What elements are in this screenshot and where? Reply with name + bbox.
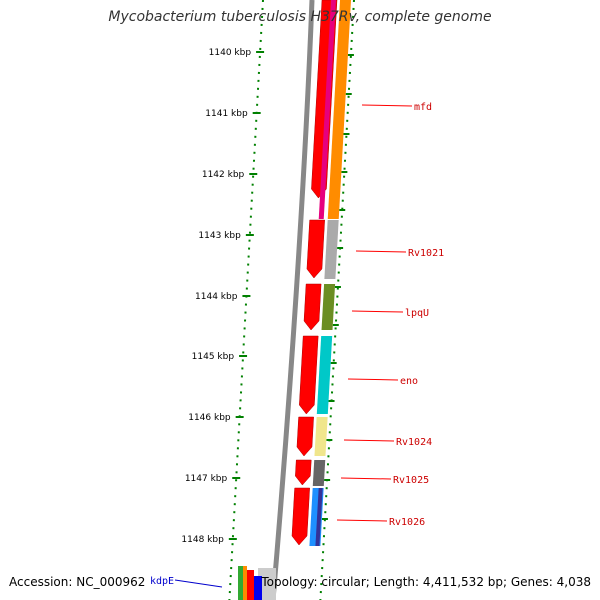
gene-category-band [318, 0, 336, 219]
gene-arrow [299, 335, 319, 415]
bottom-gene-arrow [247, 570, 254, 600]
gene-label: Rv1021 [408, 248, 444, 259]
gene-label-line [343, 439, 395, 442]
bottom-gene-arrow [254, 576, 262, 600]
gene-category-band [312, 460, 326, 486]
gene-label: mfd [414, 102, 432, 113]
gene-label: Rv1024 [396, 437, 432, 448]
gene-label-line [347, 378, 399, 381]
gene-arrow [296, 416, 314, 457]
gene-category-band [315, 488, 323, 546]
ruler-tick-label: 1142 kbp [202, 170, 245, 180]
ruler-tick-label: 1146 kbp [188, 413, 231, 423]
bottom-gene-band [243, 566, 247, 600]
gene-arrow [303, 283, 322, 331]
gene-label-line [361, 104, 413, 107]
gene-label: Rv1025 [393, 475, 429, 486]
gene-label: lpqU [405, 308, 429, 319]
gene-category-band [324, 220, 339, 279]
bottom-gene-band [238, 566, 243, 600]
kdpE-label: kdpE [150, 576, 174, 587]
gene-arrow [295, 459, 312, 486]
gene-label: eno [400, 376, 418, 387]
gene-label: Rv1026 [389, 517, 425, 528]
ruler-tick-label: 1141 kbp [205, 109, 248, 119]
genome-summary: Topology: circular; Length: 4,411,532 bp… [261, 575, 591, 589]
map-title: Mycobacterium tuberculosis H37Rv, comple… [108, 9, 492, 25]
ruler-tick-label: 1144 kbp [195, 292, 238, 302]
gene-label-line [355, 250, 407, 253]
ruler-tick-label: 1145 kbp [192, 352, 235, 362]
accession-label: Accession: NC_000962 [9, 575, 146, 589]
gene-label-line [340, 477, 392, 480]
gene-category-band [314, 417, 328, 456]
gene-arrow [291, 487, 310, 546]
gene-category-band [316, 336, 333, 414]
ruler-tick-label: 1140 kbp [209, 48, 252, 58]
gene-category-band [321, 284, 336, 330]
ruler-tick-label: 1148 kbp [181, 535, 224, 545]
ruler-tick-label: 1143 kbp [198, 231, 241, 241]
genome-backbone [270, 0, 315, 600]
gene-label-line [336, 519, 388, 522]
kdpE-label-line [174, 579, 223, 588]
ruler-tick-label: 1147 kbp [185, 474, 228, 484]
bottom-grey-block [258, 568, 276, 600]
gene-label-line [351, 310, 404, 313]
gene-category-band [327, 0, 351, 219]
gene-arrow [306, 219, 325, 279]
